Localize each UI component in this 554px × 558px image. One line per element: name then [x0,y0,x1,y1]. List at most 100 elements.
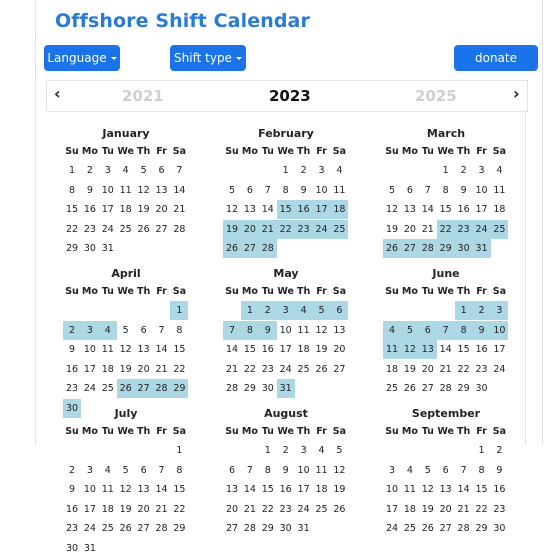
day-cell[interactable]: 30 [83,243,96,255]
day-cell[interactable]: 3 [300,445,307,456]
day-cell[interactable]: 20 [137,363,150,375]
day-cell[interactable]: 19 [315,344,328,356]
day-cell[interactable]: 13 [439,484,452,496]
day-cell[interactable]: 26 [333,503,346,515]
day-cell[interactable]: 17 [83,363,96,375]
day-cell[interactable]: 13 [403,204,416,216]
day-cell-shift[interactable]: 29 [436,239,455,259]
day-cell[interactable]: 11 [493,184,506,196]
day-cell[interactable]: 27 [155,223,168,235]
day-cell[interactable]: 25 [297,363,310,375]
day-cell[interactable]: 28 [243,523,256,535]
day-cell[interactable]: 17 [385,503,399,515]
day-cell[interactable]: 16 [65,363,79,375]
day-cell[interactable]: 18 [493,204,506,216]
day-cell[interactable]: 12 [333,464,346,476]
day-cell-shift[interactable]: 23 [454,219,473,239]
shift-type-dropdown-button[interactable]: Shift type [170,45,246,71]
day-cell[interactable]: 10 [385,484,399,496]
day-cell[interactable]: 25 [119,223,132,235]
day-cell[interactable]: 17 [475,204,488,216]
day-cell[interactable]: 21 [155,503,168,515]
day-cell-shift[interactable]: 24 [312,219,331,239]
day-cell-shift[interactable]: 22 [436,219,455,239]
day-cell[interactable]: 24 [385,523,399,535]
day-cell[interactable]: 23 [65,383,79,395]
day-cell[interactable]: 6 [158,165,165,176]
day-cell[interactable]: 27 [421,383,434,395]
day-cell[interactable]: 14 [173,184,186,196]
day-cell[interactable]: 23 [83,223,96,235]
day-cell-shift[interactable]: 7 [223,320,241,340]
day-cell[interactable]: 30 [493,523,506,535]
day-cell[interactable]: 3 [318,165,325,176]
day-cell[interactable]: 13 [333,324,346,336]
day-cell[interactable]: 14 [243,484,256,496]
day-cell[interactable]: 17 [83,503,96,515]
day-cell[interactable]: 18 [101,503,114,515]
day-cell[interactable]: 1 [282,165,289,176]
day-cell[interactable]: 29 [457,383,470,395]
day-cell-shift[interactable]: 22 [276,219,295,239]
day-cell[interactable]: 10 [83,344,96,356]
day-cell[interactable]: 20 [155,204,168,216]
day-cell[interactable]: 25 [403,523,416,535]
day-cell[interactable]: 10 [315,184,328,196]
day-cell-shift[interactable]: 28 [418,239,437,259]
day-cell[interactable]: 3 [478,165,485,176]
day-cell[interactable]: 22 [65,223,79,235]
day-cell[interactable]: 8 [282,184,289,196]
day-cell[interactable]: 5 [424,464,431,476]
day-cell[interactable]: 30 [475,383,488,395]
day-cell-shift[interactable]: 18 [330,200,349,220]
day-cell[interactable]: 4 [122,165,129,176]
day-cell[interactable]: 22 [457,363,470,375]
day-cell[interactable]: 7 [158,464,165,476]
day-cell[interactable]: 17 [101,204,114,216]
day-cell[interactable]: 28 [155,523,168,535]
day-cell[interactable]: 24 [493,363,506,375]
day-cell[interactable]: 28 [225,383,239,395]
day-cell[interactable]: 23 [261,363,274,375]
day-cell[interactable]: 11 [333,184,346,196]
day-cell[interactable]: 2 [86,165,93,176]
day-cell-shift[interactable]: 25 [330,219,349,239]
day-cell[interactable]: 3 [86,464,93,476]
day-cell[interactable]: 18 [385,363,399,375]
day-cell[interactable]: 6 [442,464,449,476]
day-cell[interactable]: 17 [297,484,310,496]
day-cell[interactable]: 7 [246,464,253,476]
day-cell-shift[interactable]: 2 [472,301,491,320]
day-cell[interactable]: 7 [424,184,431,196]
day-cell-shift[interactable]: 11 [383,340,401,360]
day-cell[interactable]: 24 [83,523,96,535]
day-cell[interactable]: 21 [173,204,186,216]
day-cell[interactable]: 13 [137,484,150,496]
day-cell-shift[interactable]: 28 [152,379,171,399]
day-cell-shift[interactable]: 5 [312,301,331,320]
day-cell[interactable]: 21 [457,503,470,515]
day-cell-shift[interactable]: 6 [330,301,349,320]
day-cell-shift[interactable]: 20 [240,219,259,239]
day-cell-shift[interactable]: 3 [490,301,509,320]
day-cell[interactable]: 18 [403,503,416,515]
day-cell[interactable]: 8 [478,464,485,476]
day-cell[interactable]: 2 [300,165,307,176]
day-cell[interactable]: 10 [297,464,310,476]
next-year-link[interactable]: 2025 [415,87,457,105]
day-cell[interactable]: 7 [460,464,467,476]
day-cell[interactable]: 14 [421,204,434,216]
day-cell[interactable]: 23 [65,523,79,535]
day-cell[interactable]: 29 [261,523,274,535]
day-cell-shift[interactable]: 27 [134,379,153,399]
day-cell[interactable]: 6 [228,464,236,476]
day-cell-shift[interactable]: 26 [383,239,401,259]
day-cell[interactable]: 19 [137,204,150,216]
day-cell[interactable]: 16 [493,484,506,496]
day-cell[interactable]: 22 [243,363,256,375]
day-cell[interactable]: 24 [297,503,310,515]
day-cell-shift[interactable]: 30 [454,239,473,259]
day-cell-shift[interactable]: 1 [240,301,259,320]
day-cell[interactable]: 27 [137,523,150,535]
day-cell[interactable]: 13 [155,184,168,196]
